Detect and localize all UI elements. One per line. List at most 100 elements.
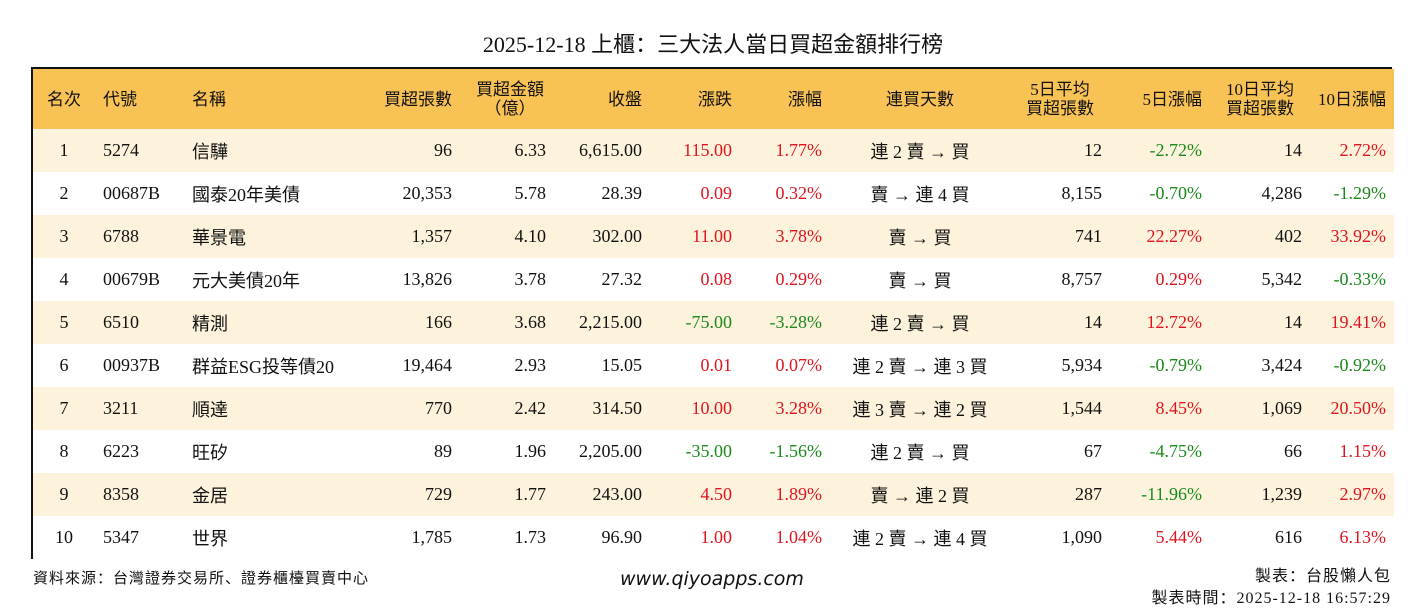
author: 製表：台股懶人包	[1254, 568, 1391, 585]
header-pct10: 10日漲幅	[1318, 89, 1386, 109]
header-avg5: 5日平均 買超張數	[1026, 80, 1094, 118]
shares-cell: 19,464	[402, 355, 453, 375]
name-cell: 順達	[192, 399, 228, 420]
streak-cell: 賣 → 買	[888, 227, 952, 248]
streak-cell: 連 2 賣 → 買	[870, 313, 970, 334]
code-cell: 00679B	[103, 269, 161, 289]
change-pct-cell: -1.56%	[769, 441, 823, 461]
pct5-cell: -11.96%	[1141, 484, 1202, 504]
close-cell: 2,205.00	[579, 441, 642, 461]
pct10-cell: 33.92%	[1330, 226, 1387, 246]
avg5-cell: 8,155	[1061, 183, 1103, 203]
amount-cell: 4.10	[514, 226, 547, 246]
table-row: 6 00937B 群益ESG投等債20 19,464 2.93 15.05 0.01 0.07…	[33, 344, 1394, 387]
avg10-cell: 5,342	[1261, 269, 1303, 289]
close-cell: 314.50	[592, 398, 643, 418]
avg10-cell: 4,286	[1261, 183, 1303, 203]
change-pct-cell: 3.78%	[775, 226, 823, 246]
close-cell: 243.00	[592, 484, 643, 504]
avg5-cell: 741	[1075, 226, 1102, 246]
amount-cell: 2.42	[514, 398, 547, 418]
pct10-cell: 2.97%	[1339, 484, 1387, 504]
header-close: 收盤	[608, 89, 642, 109]
name-cell: 華景電	[192, 227, 246, 248]
header-avg10: 10日平均 買超張數	[1226, 80, 1294, 118]
close-cell: 6,615.00	[579, 140, 642, 160]
table-row: 3 6788 華景電 1,357 4.10 302.00 11.00 3.78% 賣 → 買 74…	[33, 215, 1394, 258]
name-cell: 金居	[192, 485, 228, 506]
avg10-cell: 402	[1275, 226, 1302, 246]
pct5-cell: -0.79%	[1149, 355, 1203, 375]
avg5-cell: 287	[1075, 484, 1102, 504]
pct10-cell: 6.13%	[1339, 527, 1387, 547]
header-code: 代號	[103, 89, 137, 109]
shares-cell: 729	[425, 484, 452, 504]
name-cell: 元大美債20年	[192, 270, 300, 291]
rank-cell: 7	[59, 398, 69, 418]
header-change: 漲跌	[698, 89, 732, 109]
code-cell: 6223	[103, 441, 139, 461]
pct10-cell: 2.72%	[1339, 140, 1387, 160]
pct5-cell: 8.45%	[1155, 398, 1203, 418]
pct5-cell: 5.44%	[1155, 527, 1203, 547]
code-cell: 6788	[103, 226, 139, 246]
name-cell: 群益ESG投等債20	[192, 356, 335, 377]
avg5-cell: 1,544	[1061, 398, 1103, 418]
ranking-table: 名次 代號 名稱 買超張數 買超金額 （億） 收盤 漲跌 漲幅 連買天數 5日平…	[33, 69, 1394, 559]
avg5-cell: 1,090	[1061, 527, 1103, 547]
avg5-cell: 8,757	[1061, 269, 1103, 289]
streak-cell: 賣 → 買	[888, 270, 952, 291]
close-cell: 96.90	[601, 527, 643, 547]
streak-cell: 賣 → 連 4 買	[870, 184, 970, 205]
shares-cell: 96	[434, 140, 452, 160]
pct10-cell: -0.92%	[1333, 355, 1387, 375]
change-pct-cell: 1.04%	[775, 527, 823, 547]
code-cell: 5274	[103, 140, 139, 160]
amount-cell: 1.96	[514, 441, 547, 461]
shares-cell: 13,826	[402, 269, 453, 289]
code-cell: 5347	[103, 527, 139, 547]
avg5-cell: 12	[1084, 140, 1102, 160]
shares-cell: 166	[425, 312, 452, 332]
code-cell: 6510	[103, 312, 139, 332]
rank-cell: 8	[59, 441, 69, 461]
generated-time: 製表時間：2025-12-18 16:57:29	[1151, 590, 1391, 607]
avg10-cell: 616	[1275, 527, 1302, 547]
shares-cell: 1,357	[411, 226, 453, 246]
header-rank: 名次	[47, 89, 81, 109]
name-cell: 旺矽	[192, 442, 228, 463]
rank-cell: 1	[59, 140, 69, 160]
amount-cell: 1.73	[514, 527, 547, 547]
change-pct-cell: 0.29%	[775, 269, 823, 289]
change-cell: 1.00	[700, 527, 733, 547]
close-cell: 15.05	[601, 355, 643, 375]
pct5-cell: 0.29%	[1155, 269, 1203, 289]
name-cell: 精測	[192, 313, 228, 334]
streak-cell: 連 3 賣 → 連 2 買	[852, 399, 988, 420]
ranking-table-container: 名次 代號 名稱 買超張數 買超金額 （億） 收盤 漲跌 漲幅 連買天數 5日平…	[31, 67, 1394, 559]
amount-cell: 3.68	[514, 312, 547, 332]
pct10-cell: -1.29%	[1333, 183, 1387, 203]
pct10-cell: 20.50%	[1330, 398, 1387, 418]
code-cell: 3211	[103, 398, 139, 418]
website-link[interactable]: www.qiyoapps.com	[620, 568, 804, 590]
header-shares: 買超張數	[384, 89, 452, 109]
shares-cell: 770	[425, 398, 452, 418]
pct5-cell: -0.70%	[1149, 183, 1203, 203]
pct5-cell: -4.75%	[1149, 441, 1203, 461]
change-cell: 0.09	[700, 183, 733, 203]
close-cell: 28.39	[601, 183, 643, 203]
header-pct5: 5日漲幅	[1142, 89, 1203, 109]
streak-cell: 連 2 賣 → 買	[870, 442, 970, 463]
amount-cell: 1.77	[514, 484, 547, 504]
change-cell: -35.00	[685, 441, 733, 461]
avg10-cell: 66	[1284, 441, 1302, 461]
streak-cell: 連 2 賣 → 連 3 買	[852, 356, 988, 377]
change-cell: 0.08	[700, 269, 733, 289]
avg5-cell: 5,934	[1061, 355, 1103, 375]
pct10-cell: 19.41%	[1330, 312, 1387, 332]
pct5-cell: 22.27%	[1146, 226, 1203, 246]
rank-cell: 10	[55, 527, 73, 547]
change-pct-cell: -3.28%	[769, 312, 823, 332]
change-pct-cell: 0.32%	[775, 183, 823, 203]
